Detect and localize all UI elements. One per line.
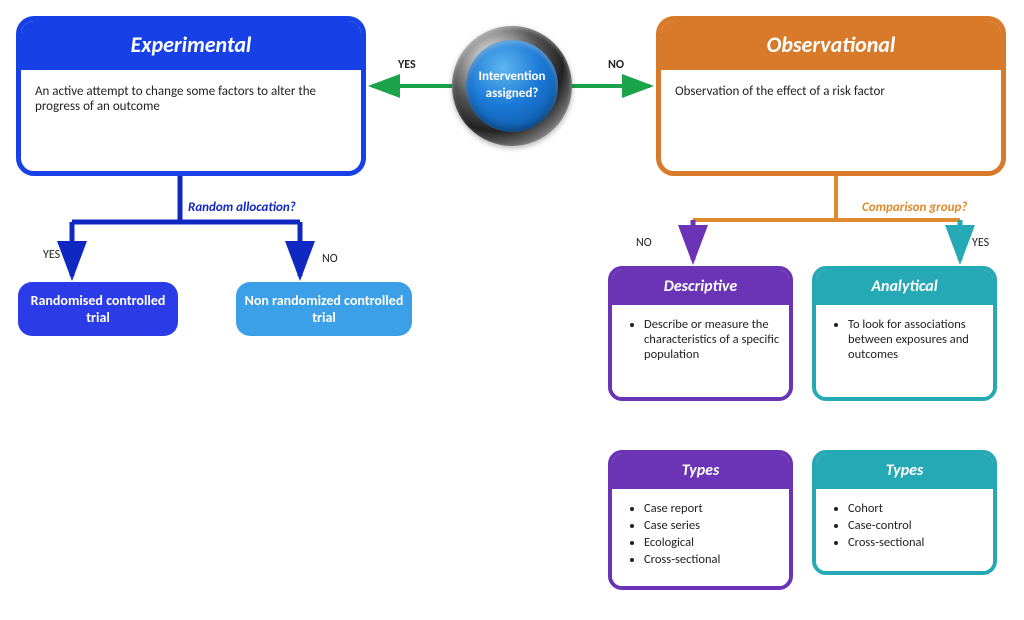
descriptive-types-list: Case report Case series Ecological Cross-se… (626, 501, 781, 567)
comparison-group-question: Comparison group? (862, 200, 967, 215)
circle-bezel: Intervention assigned? (452, 26, 572, 146)
analytical-title: Analytical (816, 270, 993, 305)
descriptive-types-body: Case report Case series Ecological Cross-se… (612, 489, 789, 586)
analytical-types-card: Types Cohort Case-control Cross-sectional (812, 450, 997, 575)
analytical-body-text: To look for associations between exposur… (848, 317, 985, 362)
non-rct-label: Non randomized controlled trial (244, 292, 404, 327)
center-question: Intervention assigned? (466, 69, 558, 103)
center-yes-label: YES (398, 58, 416, 72)
rct-box: Randomised controlled trial (18, 282, 178, 336)
analytical-type-item: Case-control (848, 518, 985, 533)
descriptive-card: Descriptive Describe or measure the char… (608, 266, 793, 401)
random-allocation-question: Random allocation? (188, 200, 296, 215)
observational-title: Observational (661, 21, 1001, 70)
descriptive-types-card: Types Case report Case series Ecological Cr… (608, 450, 793, 590)
obs-no-label: NO (636, 236, 652, 250)
analytical-types-list: Cohort Case-control Cross-sectional (830, 501, 985, 550)
analytical-card: Analytical To look for associations betw… (812, 266, 997, 401)
descriptive-types-title: Types (612, 454, 789, 489)
observational-desc: Observation of the effect of a risk fact… (661, 70, 1001, 171)
analytical-type-item: Cohort (848, 501, 985, 516)
obs-yes-label: YES (972, 236, 989, 250)
descriptive-type-item: Cross-sectional (644, 552, 781, 567)
descriptive-type-item: Case report (644, 501, 781, 516)
center-no-label: NO (608, 58, 624, 72)
experimental-title: Experimental (21, 21, 361, 70)
analytical-types-body: Cohort Case-control Cross-sectional (816, 489, 993, 571)
descriptive-type-item: Case series (644, 518, 781, 533)
descriptive-body-text: Describe or measure the characteristics … (644, 317, 781, 362)
exp-no-label: NO (322, 252, 338, 266)
descriptive-title: Descriptive (612, 270, 789, 305)
descriptive-body: Describe or measure the characteristics … (612, 305, 789, 397)
non-rct-box: Non randomized controlled trial (236, 282, 412, 336)
circle-inner: Intervention assigned? (466, 40, 558, 132)
analytical-types-title: Types (816, 454, 993, 489)
exp-yes-label: YES (43, 248, 60, 262)
analytical-type-item: Cross-sectional (848, 535, 985, 550)
observational-box: Observational Observation of the effect … (656, 16, 1006, 176)
experimental-desc: An active attempt to change some factors… (21, 70, 361, 171)
experimental-box: Experimental An active attempt to change… (16, 16, 366, 176)
descriptive-type-item: Ecological (644, 535, 781, 550)
rct-label: Randomised controlled trial (26, 292, 170, 327)
decision-circle: Intervention assigned? (452, 26, 572, 146)
analytical-body: To look for associations between exposur… (816, 305, 993, 397)
